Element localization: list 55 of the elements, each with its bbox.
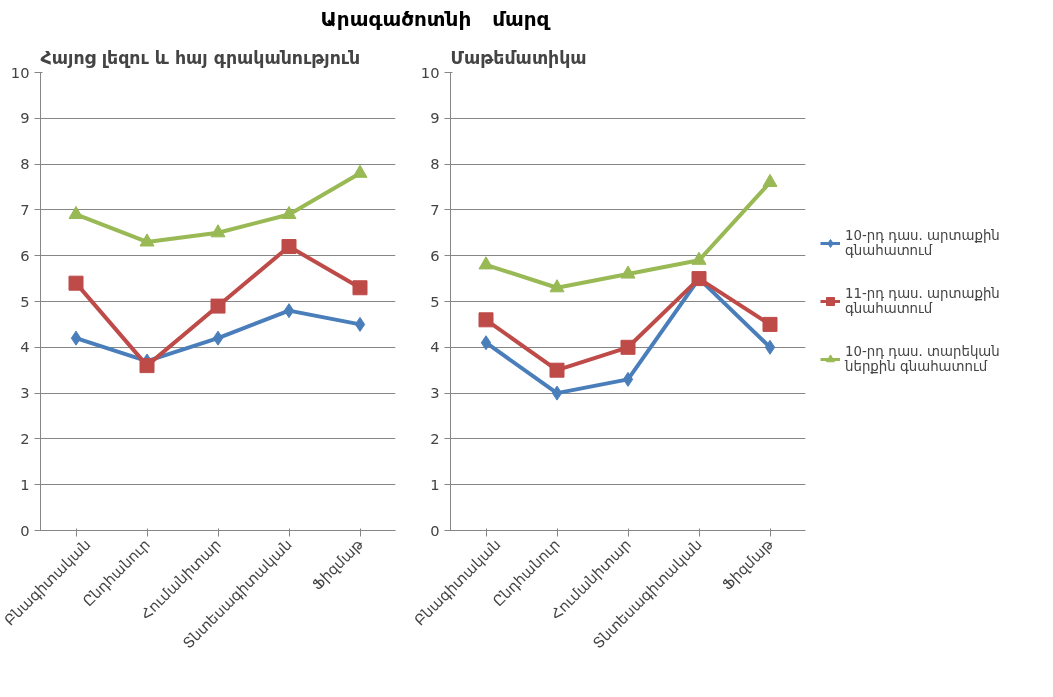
- point: [352, 164, 368, 178]
- y-tick-label: 8: [20, 155, 30, 173]
- point: [283, 303, 295, 319]
- point: [478, 256, 494, 270]
- y-tick-label: 3: [20, 384, 30, 402]
- y-tick-label: 7: [430, 200, 440, 218]
- y-tick-label: 1: [20, 475, 30, 493]
- y-tick-label: 8: [430, 155, 440, 173]
- point: [622, 371, 634, 387]
- y-tick-label: 10: [10, 63, 30, 81]
- point: [352, 280, 368, 296]
- y-tick-label: 6: [430, 246, 440, 264]
- point: [68, 275, 84, 291]
- chart-subtitle: Հայոց լեզու և հայ գրականություն: [40, 47, 361, 68]
- point: [549, 362, 565, 378]
- point: [478, 312, 494, 328]
- point: [551, 385, 563, 401]
- legend-label: 10-րդ դաս. արտաքին գնահատում: [845, 228, 1000, 258]
- point: [620, 339, 636, 355]
- point: [212, 330, 224, 346]
- point: [620, 265, 636, 279]
- y-tick-label: 2: [20, 429, 30, 447]
- y-tick-label: 9: [430, 109, 440, 127]
- y-tick-label: 5: [430, 292, 440, 310]
- y-tick-label: 10: [420, 63, 440, 81]
- point: [281, 205, 297, 220]
- y-tick-label: 9: [20, 109, 30, 127]
- y-tick-label: 4: [20, 338, 30, 356]
- point: [762, 173, 778, 187]
- point: [210, 224, 226, 238]
- legend-label: 11-րդ դաս. արտաքին գնահատում: [845, 286, 1000, 316]
- y-tick-label: 6: [20, 246, 30, 264]
- legend-label: 10-րդ դաս. տարեկան ներքին գնահատում: [845, 344, 1000, 374]
- point: [762, 316, 778, 332]
- y-tick-label: 5: [20, 292, 30, 310]
- point: [70, 330, 82, 346]
- point: [480, 335, 492, 351]
- point: [68, 205, 84, 220]
- chart-subtitle: Մաթեմատիկա: [450, 47, 587, 68]
- point: [281, 239, 297, 255]
- chart-title: Արագածոտնի մարզ: [320, 6, 550, 33]
- y-tick-label: 2: [430, 429, 440, 447]
- y-tick-label: 0: [20, 521, 30, 539]
- y-tick-label: 7: [20, 200, 30, 218]
- point: [210, 298, 226, 314]
- y-tick-label: 0: [430, 521, 440, 539]
- y-tick-label: 4: [430, 338, 440, 356]
- point: [139, 358, 155, 374]
- y-tick-label: 3: [430, 384, 440, 402]
- point: [139, 233, 155, 247]
- point: [691, 251, 707, 265]
- point: [764, 339, 776, 355]
- point: [354, 316, 366, 332]
- y-tick-label: 1: [430, 475, 440, 493]
- point: [549, 279, 565, 293]
